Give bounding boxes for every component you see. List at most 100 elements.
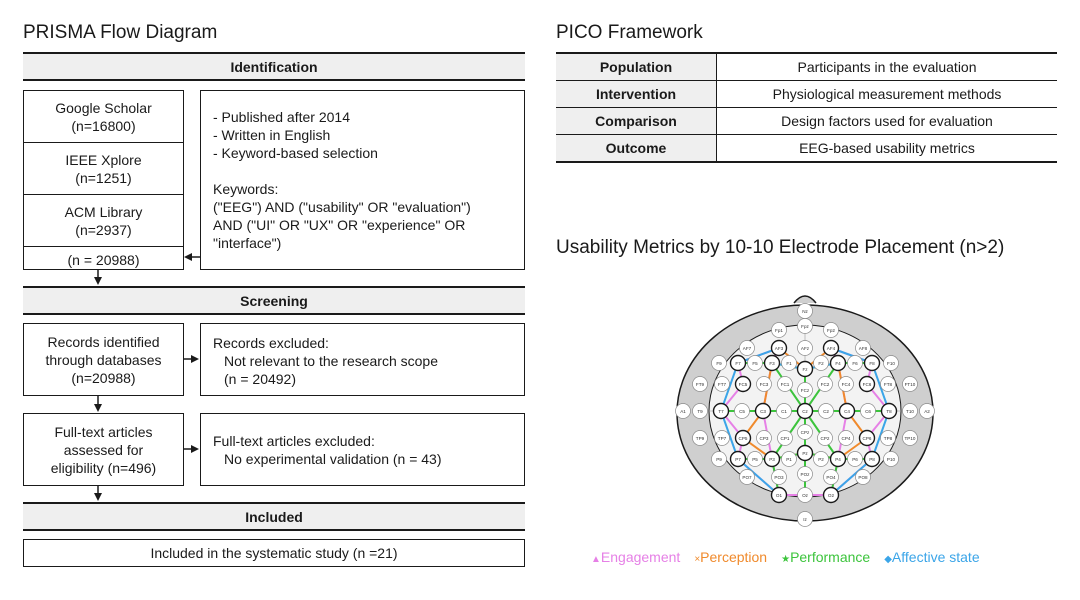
electrode-cp2: CP2 <box>817 430 833 446</box>
electrode-f2: F2 <box>813 355 829 371</box>
electrode-label: CP2 <box>821 436 830 441</box>
electrode-circle <box>692 403 708 419</box>
electrode-circle <box>781 355 797 371</box>
pico-row: Intervention Physiological measurement m… <box>556 80 1057 108</box>
electrode-label: P2 <box>818 457 824 462</box>
electrode-circle <box>756 430 772 446</box>
electrode-circle <box>817 430 833 446</box>
electrode-label: O1 <box>776 493 783 498</box>
electrode-label: FCz <box>801 388 810 393</box>
pico-value: Participants in the evaluation <box>716 52 1057 81</box>
keyword-line: ("EEG") AND ("usability" OR "evaluation"… <box>213 199 471 215</box>
pico-title: PICO Framework <box>556 22 703 43</box>
electrode-circle <box>777 376 793 392</box>
electrode-label: Iz <box>803 517 807 522</box>
electrode-label: PO7 <box>742 475 752 480</box>
electrode-circle <box>711 355 727 371</box>
electrode-label: A1 <box>680 409 686 414</box>
pico-key: Outcome <box>556 134 717 163</box>
electrode-cz: Cz <box>796 402 814 420</box>
electrode-label: F7 <box>735 361 741 366</box>
electrode-label: POz <box>801 472 811 477</box>
electrode-circle <box>756 376 772 392</box>
electrode-label: Fpz <box>801 324 809 329</box>
engagement-icon: ▲ <box>591 554 601 565</box>
electrode-label: TP7 <box>718 436 727 441</box>
electrode-label: Fp1 <box>775 328 783 333</box>
electrode-circle <box>880 402 898 420</box>
pico-value: EEG-based usability metrics <box>716 134 1057 163</box>
records-excluded-title: Records excluded: <box>213 335 329 351</box>
electrode-label: T10 <box>906 409 914 414</box>
electrode-fc6: FC6 <box>858 375 876 393</box>
electrode-af3: AF3 <box>770 339 788 357</box>
electrode-label: CP6 <box>863 436 872 441</box>
electrode-af8: AF8 <box>855 340 871 356</box>
source-acm-library: ACM Library (n=2937) <box>24 195 183 247</box>
electrode-c2: C2 <box>818 403 834 419</box>
electrode-fc2: FC2 <box>817 376 833 392</box>
electrode-label: FC2 <box>821 382 830 387</box>
electrode-label: P6 <box>852 457 858 462</box>
electrode-label: P9 <box>716 457 722 462</box>
fulltext-assessed-box: Full-text articles assessed for eligibil… <box>23 413 184 486</box>
electrode-circle <box>712 402 730 420</box>
electrode-label: TP10 <box>905 436 916 441</box>
electrode-circle <box>770 339 788 357</box>
electrode-circle <box>829 354 847 372</box>
electrode-label: AF3 <box>775 346 784 351</box>
electrode-label: F2 <box>818 361 824 366</box>
electrode-circle <box>675 403 691 419</box>
electrode-circle <box>902 376 918 392</box>
pico-row: Comparison Design factors used for evalu… <box>556 107 1057 135</box>
legend-label: Affective state <box>891 549 980 565</box>
electrode-nodes: Nz Fpz AFz Fz FCz Cz CPz Pz POz Oz Iz Fp1 Fp2 AF7 AF3 A… <box>675 303 935 527</box>
electrode-label: P3 <box>769 457 775 462</box>
fulltext-excluded-reason: No experimental validation (n = 43) <box>224 451 442 467</box>
electrode-fp2: Fp2 <box>823 322 839 338</box>
electrode-label: F4 <box>835 361 841 366</box>
pico-value: Physiological measurement methods <box>716 80 1057 108</box>
legend-label: Engagement <box>600 549 681 565</box>
records-excluded-count: (n = 20492) <box>224 371 296 387</box>
electrode-label: Fz <box>802 367 808 372</box>
electrode-c1: C1 <box>776 403 792 419</box>
sources-box: Google Scholar (n=16800) IEEE Xplore (n=… <box>23 90 184 270</box>
records-identified-box: Records identified through databases (n=… <box>23 323 184 396</box>
electrode-circle <box>770 486 788 504</box>
pico-table: Population Participants in the evaluatio… <box>556 52 1057 163</box>
electrode-circle <box>747 355 763 371</box>
electrode-label: F6 <box>852 361 858 366</box>
electrode-f10: F10 <box>883 355 899 371</box>
electrode-af4: AF4 <box>822 339 840 357</box>
electrode-o1: O1 <box>770 486 788 504</box>
electrode-po4: PO4 <box>823 469 839 485</box>
electrode-tp8: TP8 <box>880 430 896 446</box>
fulltext-excluded-box: Full-text articles excluded: No experime… <box>200 413 525 486</box>
electrode-label: FC4 <box>842 382 851 387</box>
electrode-circle <box>823 469 839 485</box>
electrode-circle <box>692 430 708 446</box>
electrode-cp4: CP4 <box>838 430 854 446</box>
eeg-map-title: Usability Metrics by 10-10 Electrode Pla… <box>556 237 1005 258</box>
electrode-label: FC3 <box>760 382 769 387</box>
electrode-label: CP1 <box>781 436 790 441</box>
electrode-circle <box>776 403 792 419</box>
electrode-circle <box>829 450 847 468</box>
pico-row: Population Participants in the evaluatio… <box>556 52 1057 81</box>
electrode-label: CP4 <box>842 436 851 441</box>
electrode-label: F5 <box>752 361 758 366</box>
pico-key: Intervention <box>556 80 717 108</box>
electrode-circle <box>714 430 730 446</box>
electrode-circle <box>822 486 840 504</box>
performance-icon: ★ <box>781 554 791 565</box>
electrode-map: Nz Fpz AFz Fz FCz Cz CPz Pz POz Oz Iz Fp1 Fp2 AF7 AF3 A… <box>675 295 935 527</box>
source-count: (n=1251) <box>75 169 132 186</box>
electrode-circle <box>711 451 727 467</box>
electrode-circle <box>797 424 813 440</box>
legend-label: Performance <box>790 549 871 565</box>
keyword-line: AND ("UI" OR "UX" OR "experience" OR <box>213 217 466 233</box>
electrode-p6: P6 <box>847 451 863 467</box>
electrode-label: AF4 <box>827 346 836 351</box>
electrode-circle <box>838 376 854 392</box>
